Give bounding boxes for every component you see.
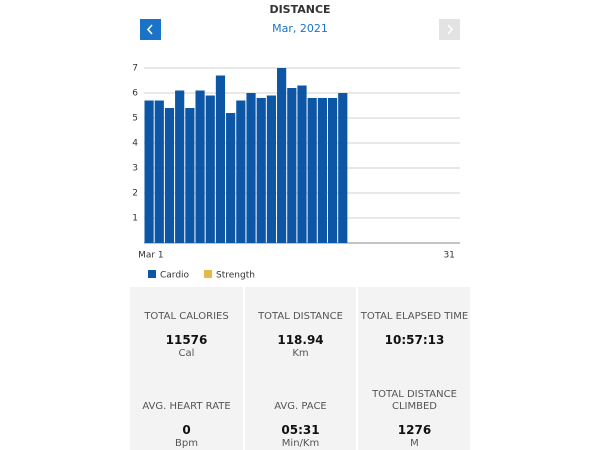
bar [144,100,154,243]
bar [297,85,307,243]
bar [338,93,348,243]
stat-unit: Cal [178,348,195,359]
legend-label: Strength [216,271,255,281]
separator [243,287,245,450]
legend-label: Cardio [160,271,190,281]
stat-value: 1276 [397,423,432,437]
bar [195,90,205,243]
prev-button[interactable] [140,19,161,40]
bar [175,90,185,243]
legend-swatch [204,270,212,278]
y-tick-label: 2 [132,189,138,199]
bar [164,108,175,243]
bar [246,93,256,243]
bar [317,98,327,243]
stat-label: AVG. HEART RATE [142,401,231,412]
stat-label: TOTAL ELAPSED TIME [360,311,469,322]
period: Mar, 2021 [272,22,328,35]
next-icon [447,24,454,35]
separator [356,287,358,450]
chart: DISTANCE Mar, 2021 1 2 3 4 5 6 7 Mar 1 31 Cardio S… [132,3,460,281]
stat-label: AVG. PACE [274,401,327,412]
stat: TOTAL DISTANCE 118.94 Km [244,295,357,359]
stat-unit: M [410,438,419,449]
stat-value: 0 [182,423,191,437]
next-button[interactable] [439,19,460,40]
stat-value: 11576 [165,333,208,347]
bar [277,68,287,243]
legend-swatch [148,270,156,278]
stat-value: 05:31 [281,423,320,437]
stat: TOTAL DISTANCE CLIMBED 1276 M [358,385,471,449]
bar [215,75,226,243]
bar [185,108,195,243]
bar [205,95,215,243]
y-tick-label: 6 [132,89,138,99]
y-tick-label: 1 [132,214,138,224]
x-tick-label: 31 [443,251,454,261]
bar [236,100,246,243]
bar [307,98,317,243]
bar [327,98,338,243]
y-tick-label: 7 [132,64,138,74]
stat: TOTAL ELAPSED TIME 10:57:13 [358,295,471,347]
stat-value: 118.94 [277,333,324,347]
bar [154,100,164,243]
y-tick-label: 4 [132,139,138,149]
x-tick-label: Mar 1 [138,251,164,261]
stat-unit: Km [292,348,309,359]
stat-label: TOTAL CALORIES [144,311,229,322]
bar [287,88,297,243]
stat-label: TOTAL DISTANCE CLIMBED [372,389,457,412]
prev-icon [146,24,153,35]
bar [256,98,266,243]
title: DISTANCE [269,3,330,16]
y-tick-label: 5 [132,114,138,124]
bar [266,95,277,243]
stat-label: TOTAL DISTANCE [258,311,343,322]
bar [226,113,236,243]
stat-value: 10:57:13 [384,333,445,347]
stat-unit: Bpm [175,438,198,449]
y-tick-label: 3 [132,164,138,174]
stat: TOTAL CALORIES 11576 Cal [130,295,243,359]
stat: AVG. HEART RATE 0 Bpm [130,385,243,449]
stat: AVG. PACE 05:31 Min/Km [244,385,357,449]
stats-panel: TOTAL CALORIES 11576 Cal TOTAL DISTANCE 118.… [130,287,470,450]
stat-unit: Min/Km [281,438,320,449]
